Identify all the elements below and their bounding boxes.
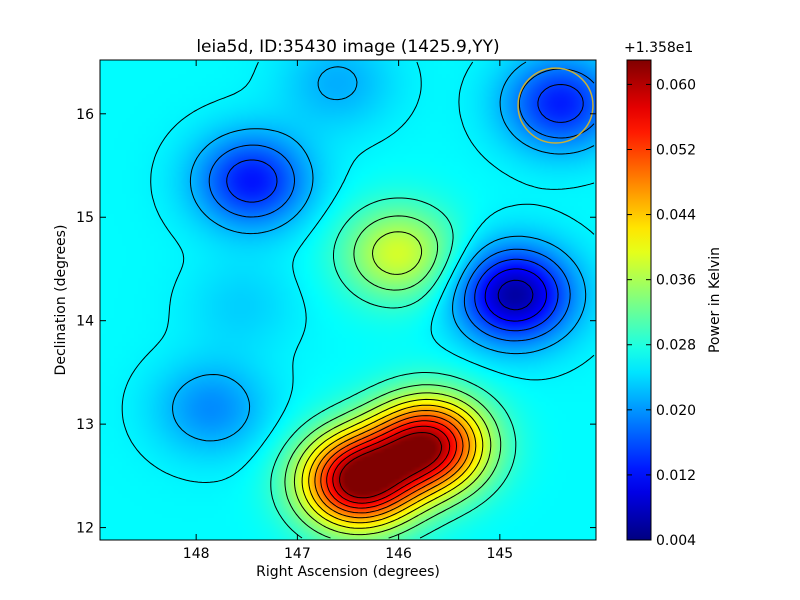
colorbar-tick-label: 0.036 xyxy=(656,273,696,289)
heatmap-plot xyxy=(100,60,596,540)
contour-line xyxy=(332,425,451,504)
contour-line xyxy=(484,268,547,322)
contour-line xyxy=(270,197,517,539)
colorbar-tick-label: 0.060 xyxy=(656,77,696,93)
x-tick-label: 145 xyxy=(486,546,513,562)
contour-line xyxy=(301,398,484,529)
contour-line xyxy=(172,61,595,442)
x-tick-label: 148 xyxy=(183,546,210,562)
plot-frame xyxy=(99,59,597,541)
y-axis-label: Declination (degrees) xyxy=(53,225,69,376)
contour-line xyxy=(326,420,457,509)
x-axis-label: Right Ascension (degrees) xyxy=(256,564,440,580)
contour-line xyxy=(308,404,477,524)
x-axis-ticks: 148 147 146 145 xyxy=(183,60,513,562)
beam-circle xyxy=(517,67,594,144)
y-tick-label: 16 xyxy=(76,107,94,123)
contour-line xyxy=(314,410,470,519)
contour-line xyxy=(208,68,595,342)
colorbar-label: Power in Kelvin xyxy=(707,247,723,353)
y-tick-label: 13 xyxy=(76,417,94,433)
x-tick-label: 146 xyxy=(385,546,412,562)
contour-line xyxy=(121,61,595,483)
contour-line xyxy=(320,415,464,514)
contour-line xyxy=(226,84,584,332)
colorbar-tick-label: 0.052 xyxy=(656,142,696,158)
contour-line xyxy=(293,231,492,536)
colorbar-offset-text: +1.358e1 xyxy=(624,40,693,56)
contour-line xyxy=(284,215,502,539)
colorbar-tick-label: 0.012 xyxy=(656,468,696,484)
colorbar-tick-label: 0.044 xyxy=(656,208,696,224)
y-tick-label: 12 xyxy=(76,521,94,537)
contour-line xyxy=(497,279,534,311)
colorbar xyxy=(626,59,652,541)
y-tick-label: 14 xyxy=(76,314,94,330)
contour-line xyxy=(339,432,443,499)
heatmap-image xyxy=(100,60,596,540)
colorbar-tick-label: 0.004 xyxy=(656,533,696,549)
x-tick-label: 147 xyxy=(284,546,311,562)
colorbar-tick-label: 0.020 xyxy=(656,403,696,419)
contour-lines xyxy=(121,61,595,539)
y-tick-label: 15 xyxy=(76,210,94,226)
colorbar-tick-label: 0.028 xyxy=(656,338,696,354)
chart-title: leia5d, ID:35430 image (1425.9,YY) xyxy=(196,37,499,57)
y-axis-ticks: 12 13 14 15 16 xyxy=(76,107,596,537)
colorbar-ticks: 0.004 0.012 0.020 0.028 0.036 0.044 0.052 0.060 xyxy=(627,77,696,549)
